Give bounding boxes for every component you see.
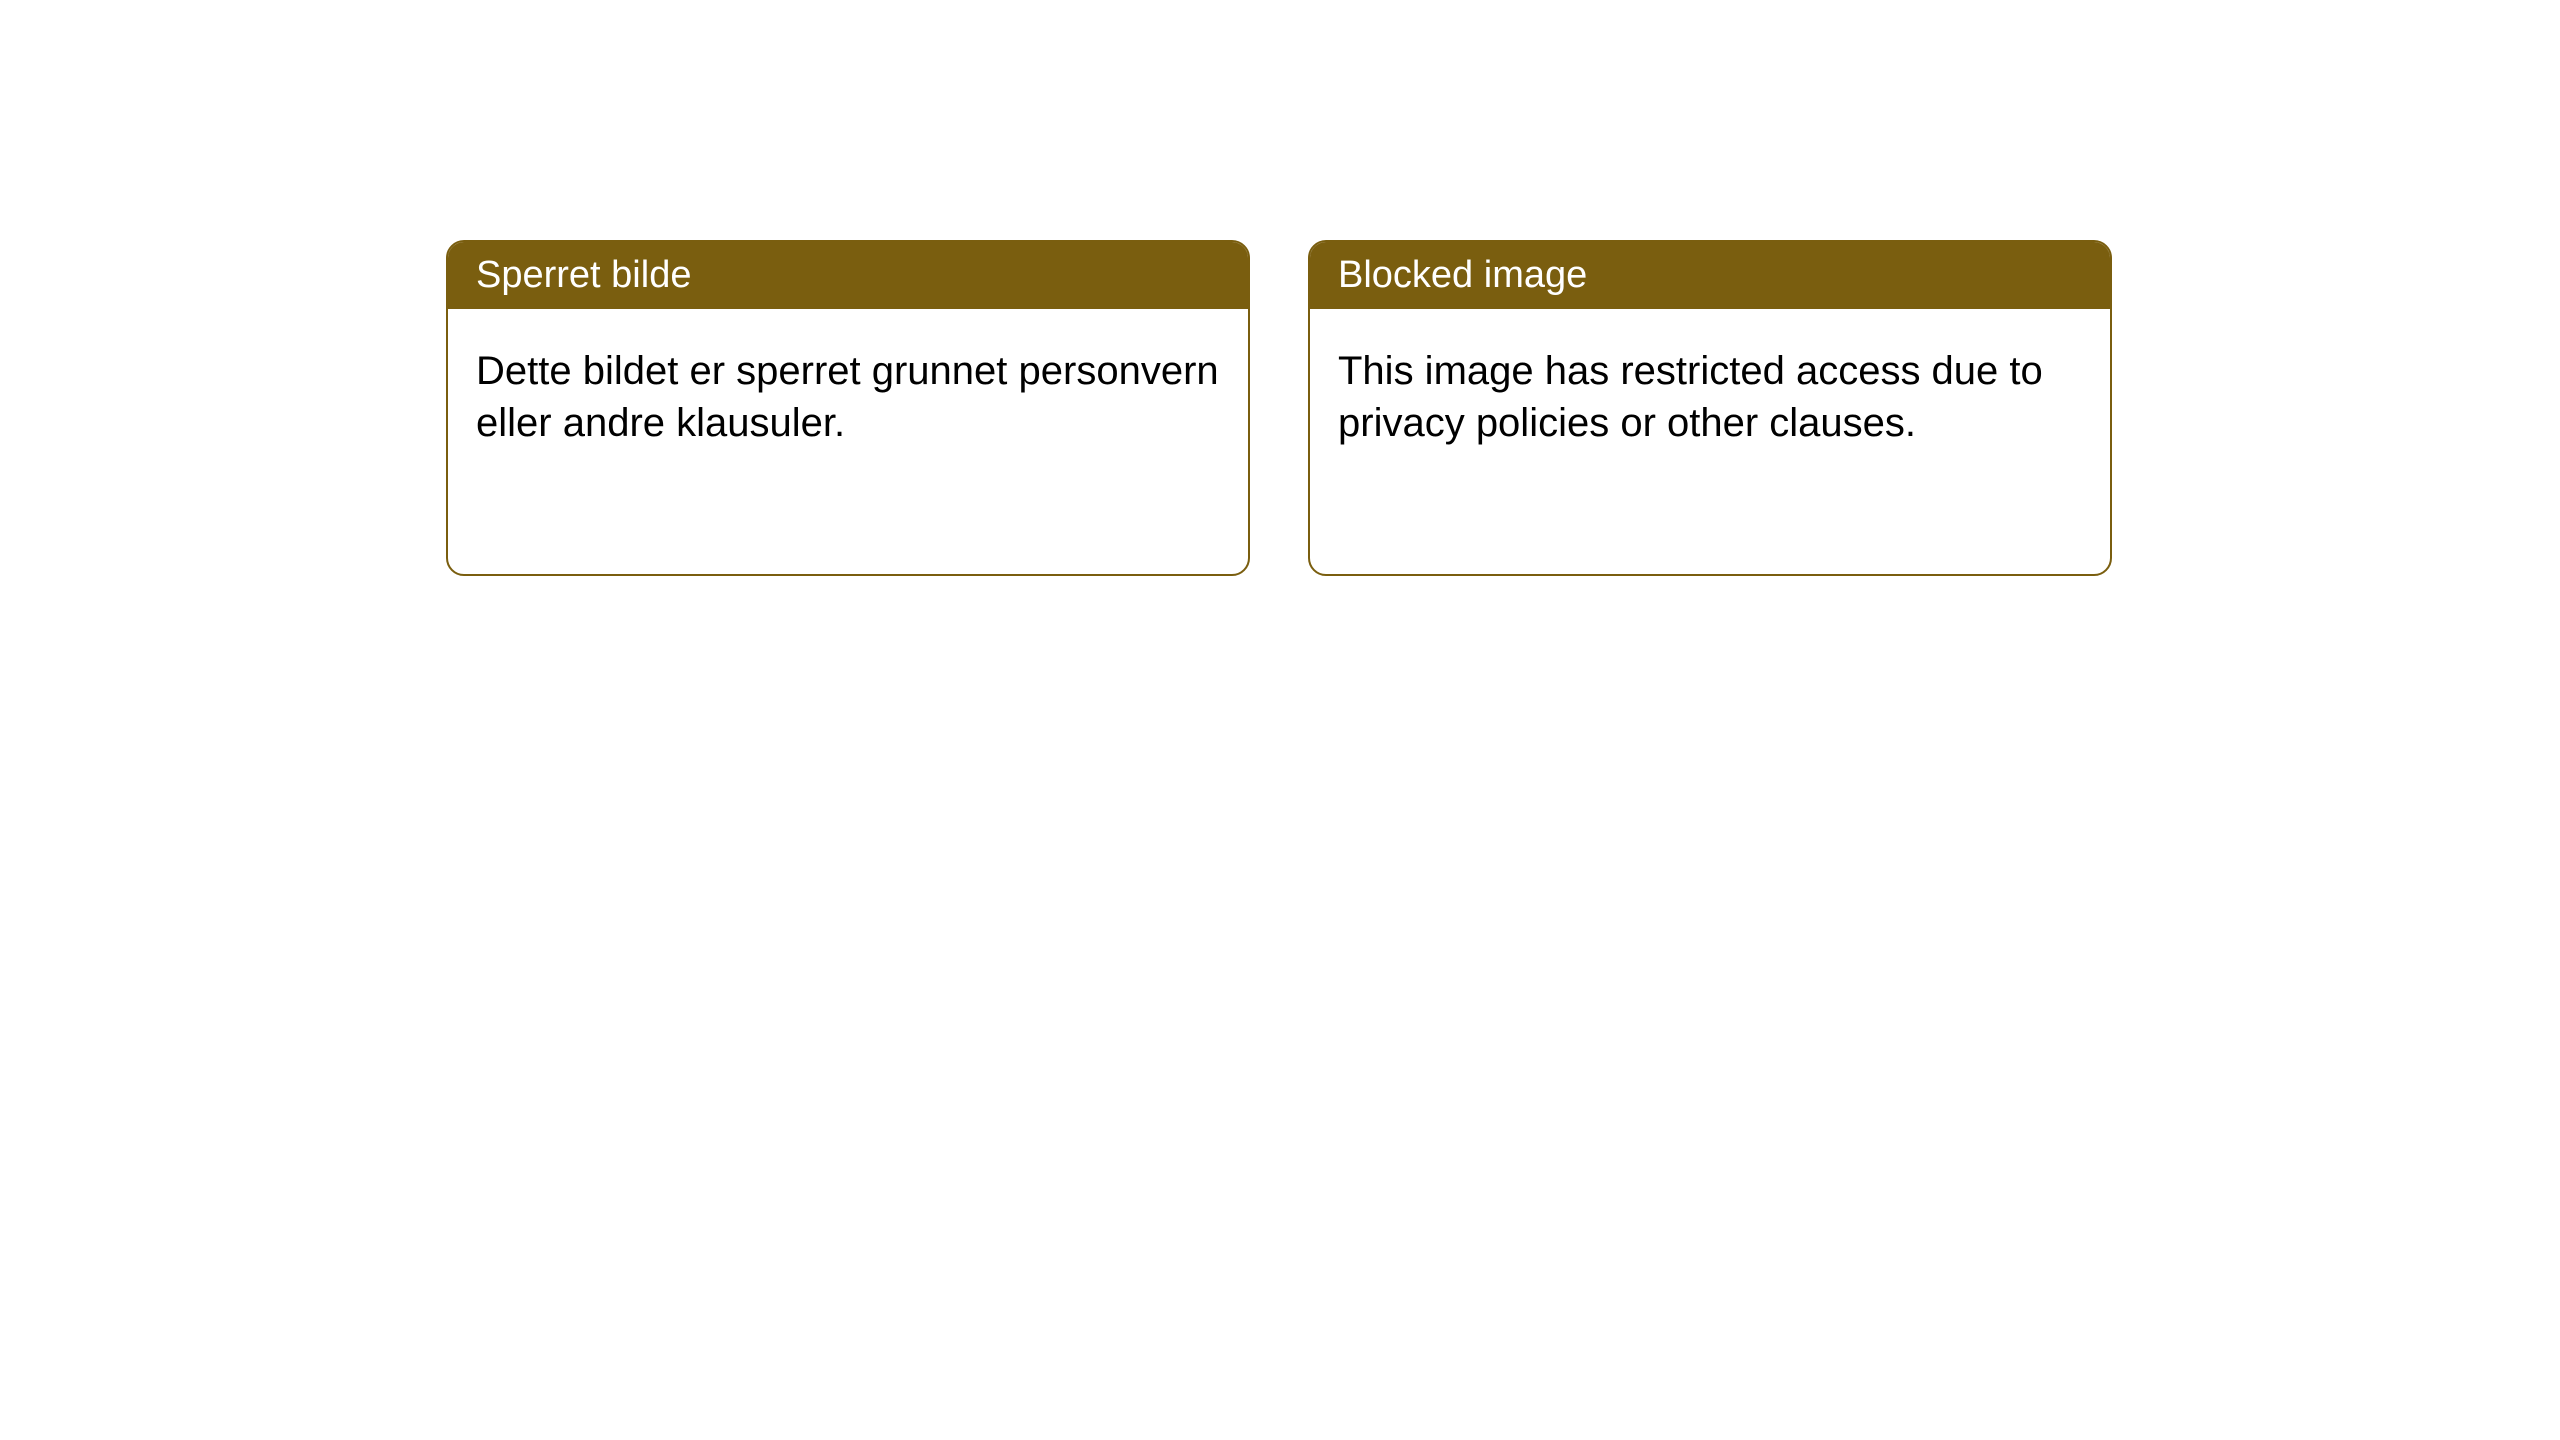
notice-title-english: Blocked image	[1310, 242, 2110, 309]
notice-container: Sperret bilde Dette bildet er sperret gr…	[0, 0, 2560, 576]
notice-title-norwegian: Sperret bilde	[448, 242, 1248, 309]
notice-card-norwegian: Sperret bilde Dette bildet er sperret gr…	[446, 240, 1250, 576]
notice-body-norwegian: Dette bildet er sperret grunnet personve…	[448, 309, 1248, 485]
notice-body-english: This image has restricted access due to …	[1310, 309, 2110, 485]
notice-card-english: Blocked image This image has restricted …	[1308, 240, 2112, 576]
